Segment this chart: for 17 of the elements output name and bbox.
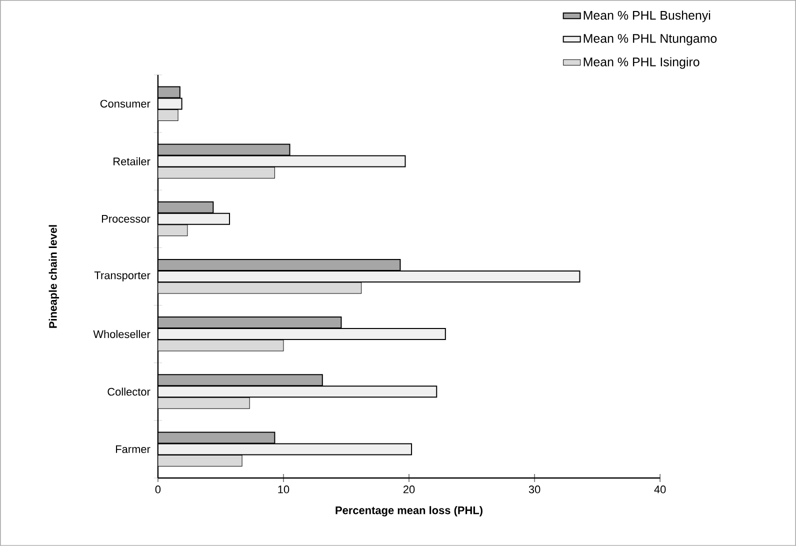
y-tick-label: Retailer — [114, 157, 150, 166]
y-tick-label: Consumer — [100, 100, 150, 108]
legend-label: Mean % PHL Ntungamo — [584, 34, 717, 46]
y-tick-label: Farmer — [116, 445, 150, 454]
y-tick-label: Transporter — [94, 272, 150, 282]
x-tick-label: 0 — [155, 486, 161, 494]
y-tick-label: Collector — [108, 388, 150, 396]
x-tick-label: 40 — [654, 486, 666, 494]
x-axis-title: Percentage mean loss (PHL) — [336, 506, 482, 516]
y-tick-label: Wholeseller — [93, 330, 150, 338]
x-tick-label: 30 — [528, 486, 540, 494]
x-tick-label: 10 — [278, 486, 290, 494]
legend-label: Mean % PHL Isingiro — [584, 57, 700, 69]
y-tick-label: Processor — [102, 215, 150, 223]
y-axis-title: Pineaple chain level — [48, 225, 60, 328]
x-tick-label: 20 — [403, 486, 415, 494]
legend-label: Mean % PHL Bushenyi — [584, 10, 710, 22]
